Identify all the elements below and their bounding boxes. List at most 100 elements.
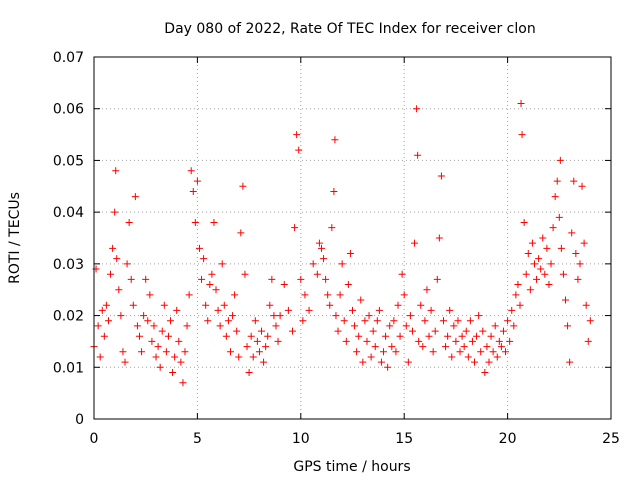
data-point: [580, 239, 588, 247]
y-tick-label: 0.06: [53, 102, 84, 118]
data-point: [189, 187, 197, 195]
data-point: [276, 312, 284, 320]
data-point: [539, 234, 547, 242]
data-point: [524, 250, 532, 258]
y-tick-label: 0.01: [53, 360, 84, 376]
data-point: [458, 332, 466, 340]
data-point: [336, 291, 344, 299]
data-point: [456, 348, 464, 356]
data-point: [253, 337, 261, 345]
data-point: [411, 239, 419, 247]
data-point: [493, 353, 501, 361]
data-point: [183, 322, 191, 330]
data-point: [208, 270, 216, 278]
data-point: [313, 270, 321, 278]
data-point: [514, 281, 522, 289]
data-point: [400, 291, 408, 299]
data-point: [160, 301, 168, 309]
data-point: [367, 353, 375, 361]
data-point: [477, 348, 485, 356]
data-point: [429, 348, 437, 356]
data-point: [175, 337, 183, 345]
data-point: [398, 270, 406, 278]
data-point: [351, 322, 359, 330]
data-point: [94, 322, 102, 330]
data-point: [454, 317, 462, 325]
data-point: [148, 337, 156, 345]
data-point: [289, 327, 297, 335]
data-point: [210, 218, 218, 226]
data-point: [245, 368, 253, 376]
data-point: [475, 312, 483, 320]
data-point: [112, 167, 120, 175]
data-point: [460, 343, 468, 351]
x-tick-label: 5: [193, 431, 202, 447]
data-point: [260, 358, 268, 366]
data-point: [169, 368, 177, 376]
data-point: [353, 348, 361, 356]
y-tick-label: 0.04: [53, 205, 84, 221]
data-point: [528, 239, 536, 247]
x-axis-label: GPS time / hours: [293, 459, 410, 475]
data-point: [502, 348, 510, 356]
data-point: [446, 306, 454, 314]
plot-frame: [93, 56, 612, 420]
data-point: [330, 187, 338, 195]
x-tick-label: 0: [90, 431, 99, 447]
data-point: [342, 337, 350, 345]
data-point: [543, 244, 551, 252]
data-point: [586, 317, 594, 325]
data-point: [111, 208, 119, 216]
data-point: [320, 255, 328, 263]
data-point: [555, 213, 563, 221]
data-point: [98, 306, 106, 314]
data-point: [491, 322, 499, 330]
data-point: [328, 224, 336, 232]
data-point: [243, 343, 251, 351]
data-point: [237, 229, 245, 237]
data-point: [526, 286, 534, 294]
data-point: [113, 255, 121, 263]
data-point: [338, 260, 346, 268]
data-point: [220, 301, 228, 309]
data-point: [584, 337, 592, 345]
data-point: [216, 322, 224, 330]
data-point: [322, 275, 330, 283]
data-point: [392, 348, 400, 356]
data-point: [520, 218, 528, 226]
data-point: [481, 368, 489, 376]
data-point: [462, 327, 470, 335]
data-point: [373, 317, 381, 325]
data-point: [355, 332, 363, 340]
data-point: [272, 322, 280, 330]
data-point: [582, 301, 590, 309]
data-point: [100, 332, 108, 340]
data-point: [198, 275, 206, 283]
data-point: [332, 312, 340, 320]
data-point: [295, 146, 303, 154]
data-point: [349, 306, 356, 314]
data-point: [535, 255, 543, 263]
data-point: [541, 270, 549, 278]
data-point: [324, 291, 332, 299]
data-point: [466, 317, 474, 325]
data-point: [326, 301, 334, 309]
y-axis-label: ROTI / TECUs: [7, 192, 23, 284]
data-point: [150, 322, 158, 330]
data-point: [187, 167, 195, 175]
data-point: [291, 224, 299, 232]
data-point: [435, 234, 443, 242]
data-point: [421, 317, 429, 325]
data-point: [471, 358, 479, 366]
data-point: [297, 275, 305, 283]
data-point: [390, 317, 398, 325]
data-point: [384, 363, 392, 371]
data-point: [495, 337, 503, 345]
data-point: [133, 322, 141, 330]
data-point: [545, 281, 553, 289]
data-point: [164, 332, 172, 340]
data-point: [553, 177, 561, 185]
data-point: [195, 244, 203, 252]
data-point: [559, 270, 567, 278]
data-point: [510, 322, 518, 330]
